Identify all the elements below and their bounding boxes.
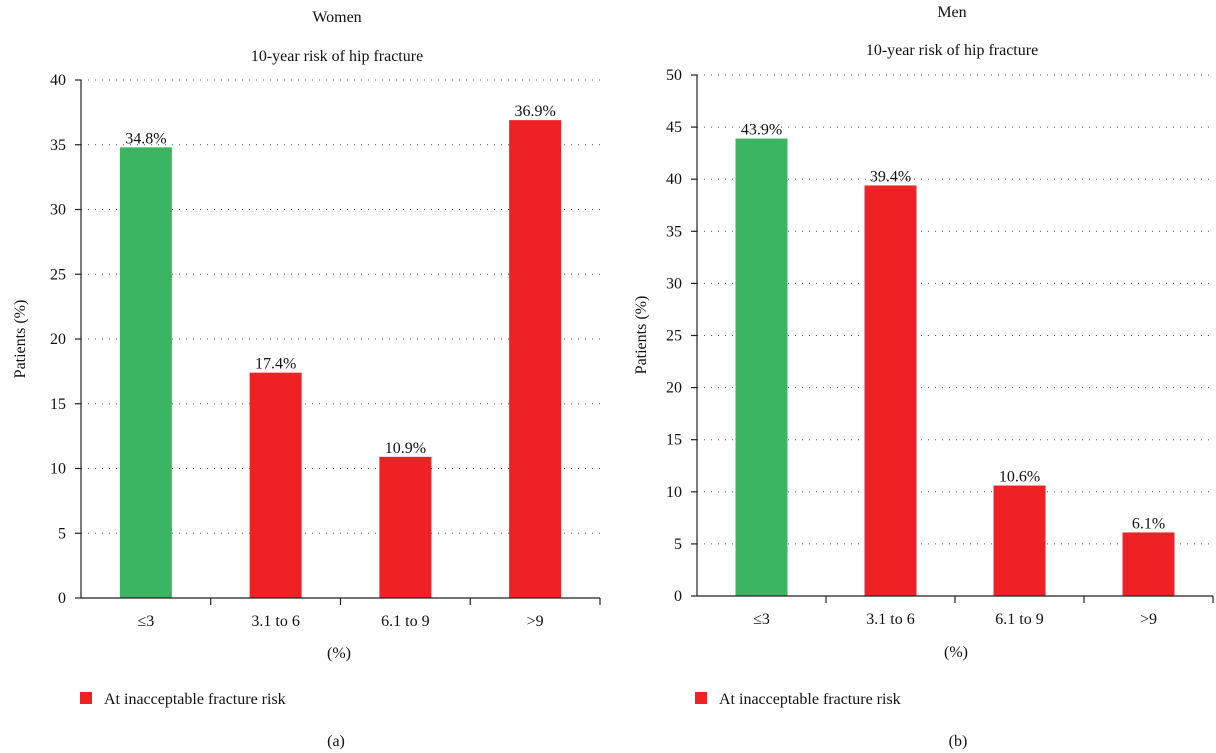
y-tick-label: 30 — [50, 202, 66, 219]
x-tick-label: >9 — [527, 613, 544, 630]
bar — [1122, 532, 1175, 596]
data-label: 17.4% — [255, 356, 296, 373]
y-axis-label: Patients (%) — [633, 296, 650, 375]
x-axis-label: (%) — [327, 645, 351, 662]
bar — [379, 456, 432, 598]
legend-swatch — [695, 692, 707, 704]
y-tick-label: 15 — [50, 396, 66, 413]
y-axis-ticks: 0 5 10 15 20 25 30 35 40 45 50 — [666, 67, 697, 605]
legend-label: At inacceptable fracture risk — [719, 691, 901, 708]
x-axis-label: (%) — [944, 644, 968, 661]
gridlines — [81, 79, 600, 534]
chart-title: Women — [312, 9, 361, 26]
legend-swatch — [80, 692, 92, 704]
chart-title: Men — [937, 4, 966, 21]
data-label: 34.8% — [125, 130, 166, 147]
bar — [119, 147, 172, 598]
data-labels: 43.9% 39.4% 10.6% 6.1% — [741, 122, 1165, 533]
y-tick-label: 5 — [58, 525, 66, 542]
bar — [735, 138, 788, 596]
x-tick-label: 3.1 to 6 — [251, 613, 299, 630]
y-tick-label: 10 — [50, 461, 66, 478]
panel-label: (a) — [327, 733, 345, 750]
y-axis-ticks: 0 5 10 15 20 25 30 35 40 — [50, 72, 81, 607]
y-tick-label: 25 — [50, 266, 66, 283]
bars — [735, 138, 1175, 596]
y-tick-label: 0 — [674, 588, 682, 605]
y-tick-label: 40 — [666, 171, 682, 188]
y-tick-label: 45 — [666, 119, 682, 136]
bar — [509, 120, 562, 599]
y-tick-label: 40 — [50, 72, 66, 89]
x-axis-ticks: ≤3 3.1 to 6 6.1 to 9 >9 — [137, 598, 601, 630]
y-tick-label: 20 — [50, 331, 66, 348]
x-tick-label: 6.1 to 9 — [381, 613, 429, 630]
chart-subtitle: 10-year risk of hip fracture — [251, 48, 423, 65]
y-tick-label: 50 — [666, 67, 682, 84]
y-tick-label: 15 — [666, 432, 682, 449]
data-labels: 34.8% 17.4% 10.9% 36.9% — [125, 103, 556, 457]
x-axis-ticks: ≤3 3.1 to 6 6.1 to 9 >9 — [753, 596, 1214, 628]
chart-men: Men 10-year risk of hip fracture 0 5 10 15 2… — [633, 4, 1214, 750]
bars — [119, 120, 562, 599]
y-tick-label: 10 — [666, 484, 682, 501]
y-tick-label: 25 — [666, 328, 682, 345]
data-label: 36.9% — [514, 103, 555, 120]
data-label: 10.6% — [999, 469, 1040, 486]
x-tick-label: 6.1 to 9 — [995, 611, 1043, 628]
y-tick-label: 30 — [666, 275, 682, 292]
x-tick-label: ≤3 — [137, 613, 154, 630]
y-tick-label: 5 — [674, 536, 682, 553]
chart-subtitle: 10-year risk of hip fracture — [866, 42, 1038, 59]
data-label: 43.9% — [741, 122, 782, 139]
y-tick-label: 20 — [666, 380, 682, 397]
x-tick-label: ≤3 — [753, 611, 770, 628]
data-label: 39.4% — [870, 168, 911, 185]
panel-label: (b) — [949, 733, 968, 750]
data-label: 10.9% — [385, 440, 426, 457]
chart-women: Women 10-year risk of hip fracture 0 5 10 1… — [12, 9, 601, 750]
y-tick-label: 0 — [58, 590, 66, 607]
bar — [993, 485, 1046, 596]
x-tick-label: 3.1 to 6 — [866, 611, 914, 628]
y-tick-label: 35 — [666, 223, 682, 240]
y-tick-label: 35 — [50, 137, 66, 154]
legend-label: At inacceptable fracture risk — [104, 691, 286, 708]
bar — [249, 372, 302, 598]
data-label: 6.1% — [1132, 515, 1165, 532]
y-axis-label: Patients (%) — [12, 300, 29, 379]
x-tick-label: >9 — [1140, 611, 1157, 628]
bar — [864, 185, 917, 596]
